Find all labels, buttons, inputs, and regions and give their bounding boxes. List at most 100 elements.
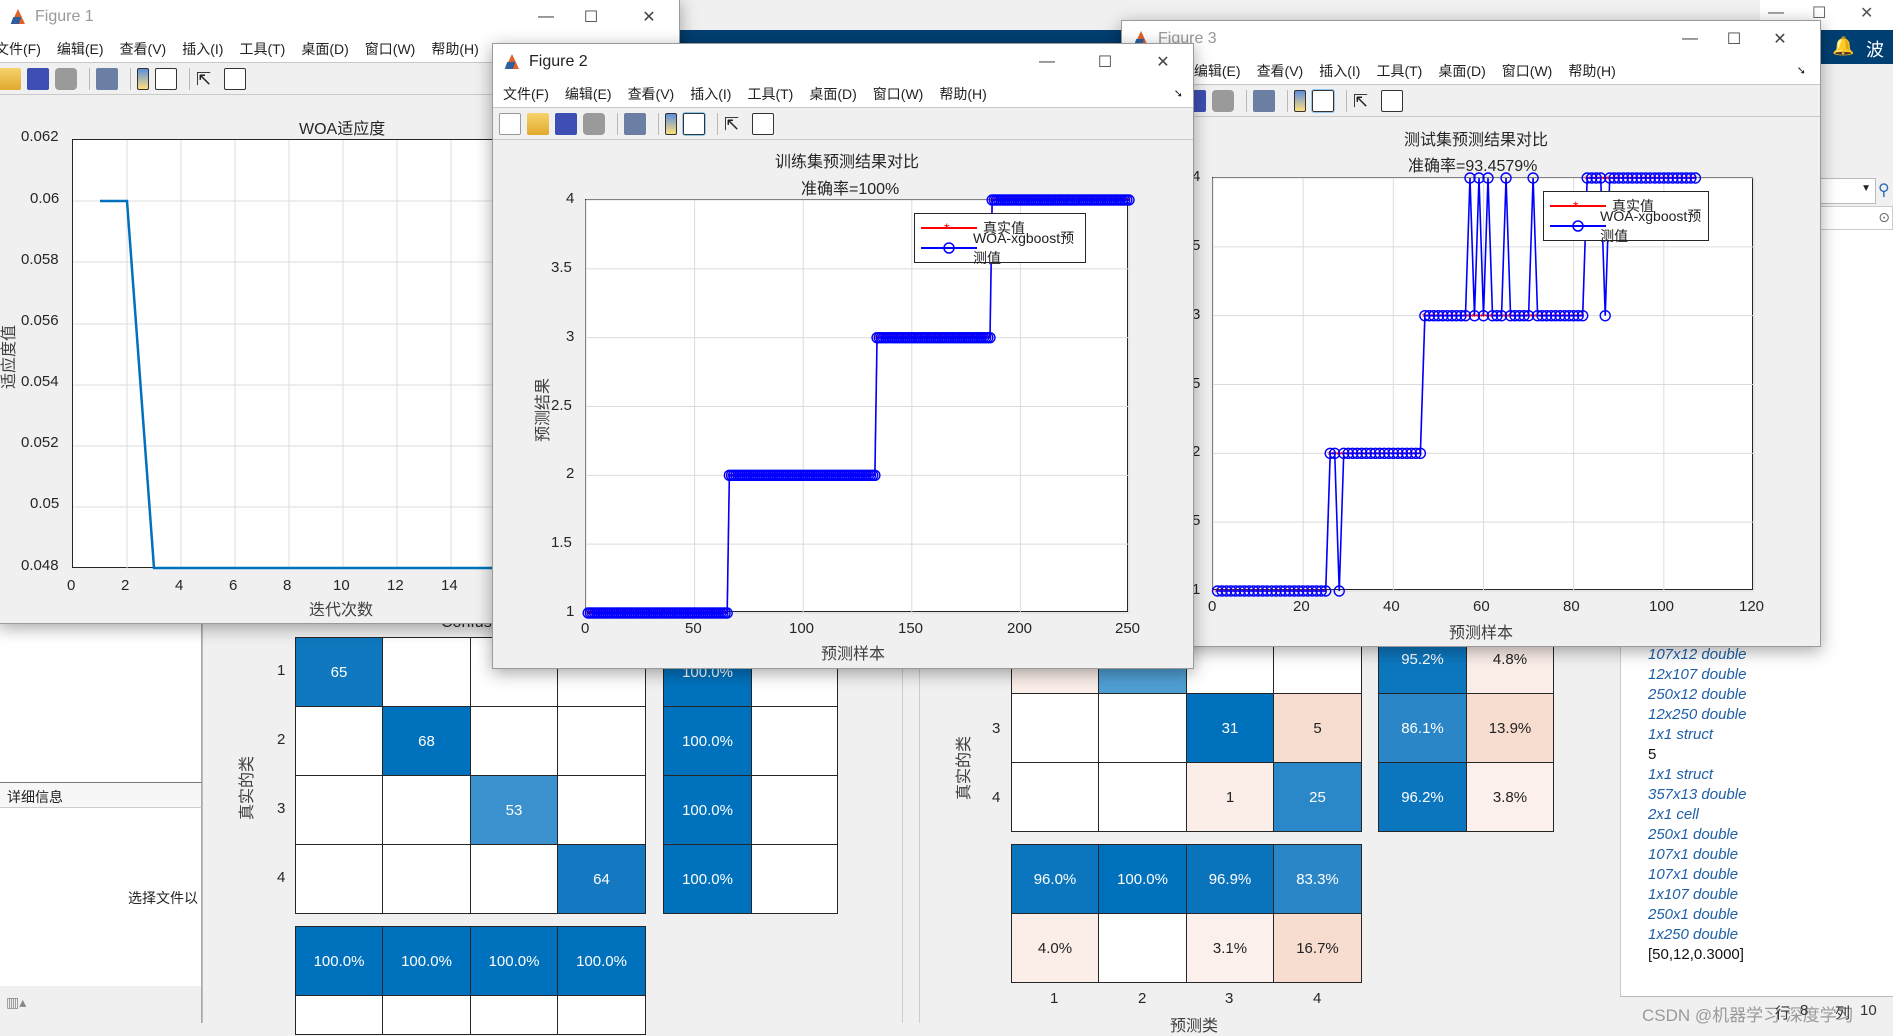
workspace-value[interactable]: 357x13 double [1648,786,1747,803]
save-icon[interactable] [27,67,49,90]
legend-icon[interactable] [155,67,177,90]
menu-help[interactable]: 帮助(H) [431,40,479,57]
link-plot-icon[interactable] [624,112,646,135]
matrix-cell [470,706,558,776]
print-icon[interactable] [55,67,77,90]
confusion-figure-test: 真实的类 3 4 31 5 1 25 95.2% 4.8% 86.1% 13.9… [920,620,1620,1035]
close-button[interactable]: ✕ [642,9,656,26]
figure-3-titlebar[interactable]: Figure 3 — ☐ ✕ [1122,21,1820,57]
print-icon[interactable] [583,112,605,135]
minimize-button[interactable]: — [1768,4,1784,21]
print-icon[interactable] [1212,89,1234,112]
workspace-value[interactable]: 1x1 struct [1648,726,1714,743]
workspace-value[interactable]: 1x107 double [1648,886,1739,903]
property-inspector-icon[interactable] [752,112,774,135]
close-button[interactable]: ✕ [1156,54,1170,71]
menu-tools[interactable]: 工具(T) [747,85,794,102]
menu-insert[interactable]: 插入(I) [690,85,732,102]
minimize-button[interactable]: — [1682,30,1698,47]
y-tick: 4 [566,190,575,207]
save-icon[interactable] [555,112,577,135]
figure-1-titlebar[interactable]: Figure 1 — ☐ ✕ [0,0,679,35]
open-file-icon[interactable] [527,112,549,135]
window-title: Figure 1 [35,8,94,25]
maximize-button[interactable]: ☐ [1726,31,1742,48]
close-button[interactable]: ✕ [1773,31,1787,48]
minimize-button[interactable]: — [1039,53,1055,70]
workspace-value[interactable]: 250x1 double [1648,906,1739,923]
link-plot-icon[interactable] [1253,89,1275,112]
legend-icon[interactable] [682,111,706,136]
workspace-value[interactable]: 12x250 double [1648,706,1747,723]
pointer-icon[interactable]: ⇱ [724,113,740,134]
address-dropdown[interactable]: ▼ [1820,178,1876,204]
menu-view[interactable]: 查看(V) [119,40,167,57]
colorbar-icon[interactable] [665,112,677,135]
new-figure-icon[interactable] [499,112,521,135]
menu-view[interactable]: 查看(V) [1256,62,1304,79]
open-file-icon[interactable] [0,67,21,90]
menu-desktop[interactable]: 桌面(D) [809,85,857,102]
menu-edit[interactable]: 编辑(E) [564,85,612,102]
workspace-value[interactable]: 5 [1648,746,1657,763]
menu-desktop[interactable]: 桌面(D) [301,40,349,57]
dock-arrow-icon[interactable]: ➘ [1173,88,1183,100]
close-button[interactable]: ✕ [1860,5,1874,22]
workspace-value[interactable]: 107x1 double [1648,866,1739,883]
columns-icon[interactable]: ▥▴ [6,994,27,1010]
menu-window[interactable]: 窗口(W) [1501,62,1553,79]
menu-insert[interactable]: 插入(I) [1319,62,1361,79]
options-icon[interactable]: ⊙ [1878,209,1890,225]
menu-file[interactable]: 文件(F) [0,40,41,57]
bell-icon[interactable]: 🔔 [1832,36,1855,56]
col-summary-cell: 96.0% [1011,844,1099,914]
workspace-value[interactable]: 12x107 double [1648,666,1747,683]
user-menu[interactable]: 波 [1866,40,1884,60]
property-inspector-icon[interactable] [1381,89,1403,112]
menu-window[interactable]: 窗口(W) [364,40,416,57]
link-plot-icon[interactable] [96,67,118,90]
maximize-button[interactable]: ☐ [1812,5,1827,22]
matrix-cell [557,775,646,845]
property-inspector-icon[interactable] [224,67,246,90]
dock-arrow-icon[interactable]: ➘ [1796,65,1806,77]
workspace-value[interactable]: 2x1 cell [1648,806,1699,823]
menu-tools[interactable]: 工具(T) [1376,62,1423,79]
menu-help[interactable]: 帮助(H) [939,85,987,102]
workspace-value[interactable]: 1x250 double [1648,926,1739,943]
colorbar-icon[interactable] [1294,89,1306,112]
y-tick: 4 [1192,168,1201,185]
search-icon[interactable]: ⚲ [1878,182,1890,199]
maximize-button[interactable]: ☐ [583,9,599,26]
menu-file[interactable]: 文件(F) [503,85,549,102]
maximize-button[interactable]: ☐ [1097,54,1113,71]
menu-desktop[interactable]: 桌面(D) [1438,62,1486,79]
menu-edit[interactable]: 编辑(E) [1193,62,1241,79]
workspace-value[interactable]: 250x12 double [1648,686,1747,703]
menu-insert[interactable]: 插入(I) [182,40,224,57]
workspace-value[interactable]: 107x12 double [1648,646,1747,663]
colorbar-icon[interactable] [137,67,149,90]
pred-marker-icon [921,242,977,254]
minimize-button[interactable]: — [538,8,554,25]
window-title: Figure 3 [1158,30,1217,47]
toolbar-separator [658,112,659,135]
menu-edit[interactable]: 编辑(E) [56,40,104,57]
workspace-value[interactable]: 1x1 struct [1648,766,1714,783]
workspace-value[interactable]: [50,12,0.3000] [1648,946,1744,963]
menu-tools[interactable]: 工具(T) [239,40,286,57]
workspace-value[interactable]: 107x1 double [1648,846,1739,863]
figure-toolbar: ⇱ [0,63,679,95]
x-tick: 50 [685,620,702,637]
legend-icon[interactable] [1311,88,1335,113]
menu-help[interactable]: 帮助(H) [1568,62,1616,79]
col-summary-cell: 3.1% [1186,913,1274,983]
figure-2-titlebar[interactable]: Figure 2 — ☐ ✕ [493,44,1193,80]
menu-window[interactable]: 窗口(W) [872,85,924,102]
pointer-icon[interactable]: ⇱ [196,68,212,89]
y-tick: 0.058 [21,251,59,268]
workspace-value[interactable]: 250x1 double [1648,826,1739,843]
pointer-icon[interactable]: ⇱ [1353,90,1369,111]
menu-view[interactable]: 查看(V) [627,85,675,102]
x-tick: 10 [333,577,350,594]
